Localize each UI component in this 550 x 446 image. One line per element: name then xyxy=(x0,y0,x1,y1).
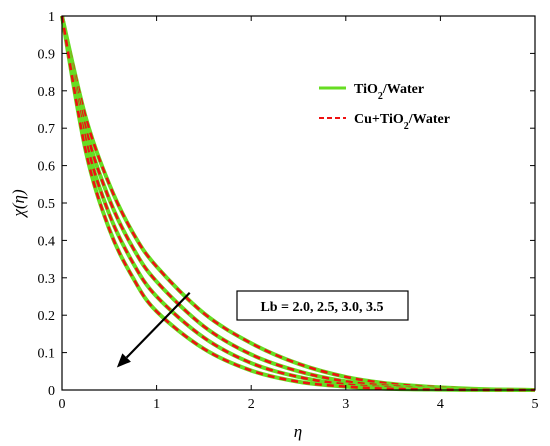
y-tick-label: 1 xyxy=(48,10,55,25)
legend: TiO2/Water Cu+TiO2/Water xyxy=(319,82,450,132)
x-tick-label: 4 xyxy=(437,397,444,412)
y-tick-label: 0.9 xyxy=(38,47,56,62)
annotation: Lb = 2.0, 2.5, 3.0, 3.5 xyxy=(236,290,409,321)
legend-label-water: TiO2/Water xyxy=(354,82,424,102)
x-tick-label: 1 xyxy=(153,397,160,412)
x-tick-label: 0 xyxy=(59,397,66,412)
x-tick-label: 2 xyxy=(248,397,255,412)
y-tick-label: 0.1 xyxy=(38,347,56,362)
y-tick-label: 0.3 xyxy=(38,272,56,287)
y-tick-label: 0.2 xyxy=(38,309,56,324)
y-tick-label: 0.4 xyxy=(38,234,56,249)
arrow-head xyxy=(116,353,131,368)
y-tick-label: 0.6 xyxy=(38,160,56,175)
series-line-hybrid-2 xyxy=(60,15,536,392)
arrow-layer xyxy=(116,291,191,368)
y-tick-label: 0.7 xyxy=(38,122,56,137)
legend-label-hybrid: Cu+TiO2/Water xyxy=(354,112,450,132)
x-tick-label: 5 xyxy=(532,397,539,412)
annotation-label: Lb = 2.0, 2.5, 3.0, 3.5 xyxy=(260,300,383,315)
y-axis-title: χ(η) xyxy=(9,189,28,219)
annotation-box xyxy=(236,290,409,321)
y-tick-label: 0.5 xyxy=(38,197,56,212)
series-line-hybrid-1 xyxy=(60,15,536,392)
x-axis-title: η xyxy=(294,422,302,441)
y-tick-label: 0.8 xyxy=(38,85,56,100)
x-tick-label: 3 xyxy=(342,397,349,412)
arrow-shaft xyxy=(125,291,191,359)
ticks-layer: 0 1 2 3 4 5 0 0.1 0.2 0.3 0.4 0.5 0.6 0.7 0.8 0.9 1 xyxy=(38,10,539,412)
y-tick-label: 0 xyxy=(48,384,55,399)
